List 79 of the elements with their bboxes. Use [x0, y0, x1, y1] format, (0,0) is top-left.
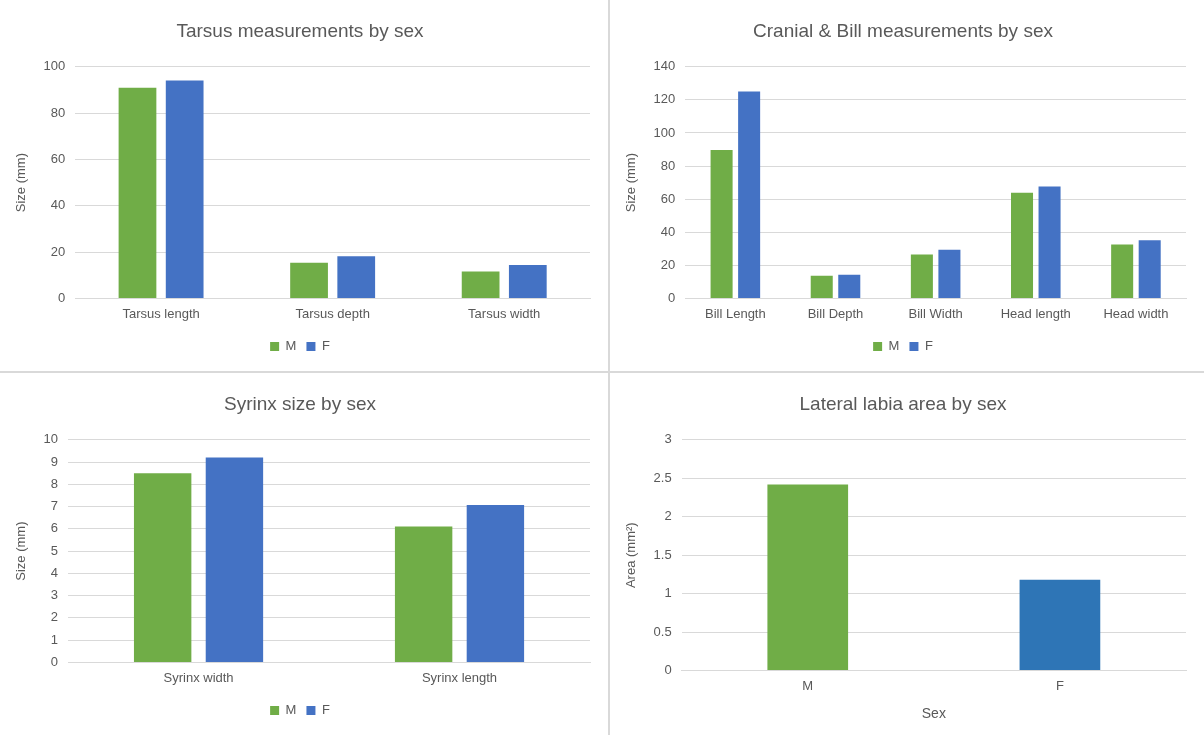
x-tick-label: Head width	[1103, 305, 1169, 321]
y-tick-label: 120	[653, 91, 676, 107]
legend-label: F	[924, 338, 933, 354]
y-axis-title: Size (mm)	[623, 152, 639, 213]
x-tick-label: Bill Length	[705, 305, 766, 321]
y-tick-label: 10	[43, 431, 59, 447]
x-tick-label: Bill Width	[908, 305, 963, 321]
y-tick-label: 9	[50, 453, 59, 469]
y-tick-label: 40	[50, 197, 66, 213]
y-tick-label: 0	[50, 653, 59, 669]
legend-label: M	[888, 338, 900, 354]
y-axis-title: Size (mm)	[13, 521, 29, 581]
x-tick-label: Tarsus width	[468, 305, 541, 321]
y-tick-label: 6	[50, 520, 59, 536]
bar	[710, 150, 733, 298]
y-tick-label: 0	[668, 289, 676, 305]
y-tick-label: 40	[660, 223, 676, 239]
y-tick-label: 2	[664, 508, 672, 524]
bar	[290, 262, 328, 298]
y-tick-label: 100	[653, 124, 676, 140]
y-tick-label: 8	[50, 475, 59, 491]
bar	[118, 87, 157, 298]
bar	[910, 254, 933, 298]
bar	[810, 275, 833, 298]
y-tick-label: 3	[664, 431, 672, 447]
x-tick-label: Syrinx width	[163, 669, 234, 685]
y-tick-label: 1	[50, 631, 59, 647]
x-tick-label: Syrinx length	[421, 669, 498, 685]
y-tick-label: 2.5	[653, 469, 672, 485]
chart-title: Syrinx size by sex	[223, 392, 377, 414]
y-tick-label: 0	[664, 662, 672, 678]
x-axis-title: Sex	[921, 705, 946, 722]
bar	[1038, 186, 1061, 298]
y-tick-label: 0.5	[653, 623, 672, 639]
y-tick-label: 0	[58, 289, 66, 305]
y-axis-title: Size (mm)	[13, 152, 29, 213]
y-tick-label: 60	[660, 190, 676, 206]
bar	[1011, 192, 1034, 298]
y-tick-label: 5	[50, 542, 59, 558]
chart-title: Tarsus measurements by sex	[176, 19, 425, 41]
y-tick-label: 1	[664, 585, 672, 601]
y-tick-label: 1.5	[653, 546, 672, 562]
x-tick-label: Bill Depth	[807, 305, 864, 321]
legend-label: F	[321, 702, 330, 718]
bar	[337, 256, 376, 298]
y-tick-label: 4	[50, 564, 59, 580]
y-axis-title: Area (mm²)	[623, 522, 639, 589]
chart-title: Lateral labia area by sex	[799, 392, 1008, 414]
y-tick-label: 80	[660, 157, 676, 173]
x-tick-label: F	[1055, 677, 1064, 693]
y-tick-label: 2	[50, 609, 59, 625]
legend-label: M	[285, 338, 297, 354]
legend-label: F	[321, 338, 330, 354]
bar	[938, 249, 961, 298]
x-tick-label: Head length	[1000, 305, 1071, 321]
y-tick-label: 60	[50, 151, 66, 167]
x-tick-label: Tarsus depth	[295, 305, 370, 321]
bar	[461, 271, 500, 298]
bar	[1138, 240, 1161, 298]
y-tick-label: 20	[50, 243, 66, 259]
chart-title: Cranial & Bill measurements by sex	[753, 19, 1054, 41]
bar	[165, 80, 204, 298]
y-tick-label: 20	[660, 256, 676, 272]
bar	[466, 505, 525, 662]
legend-label: M	[285, 702, 297, 718]
y-tick-label: 100	[43, 58, 66, 74]
bar	[508, 265, 547, 298]
y-tick-label: 140	[653, 58, 676, 74]
bar	[838, 274, 861, 298]
bar	[133, 473, 192, 662]
x-tick-label: Tarsus length	[122, 305, 200, 321]
bar	[1111, 244, 1134, 298]
y-tick-label: 3	[50, 587, 59, 603]
bar	[394, 526, 453, 662]
y-tick-label: 7	[50, 498, 59, 514]
bar	[205, 457, 264, 662]
bar	[738, 91, 761, 298]
y-tick-label: 80	[50, 104, 66, 120]
x-tick-label: M	[802, 677, 814, 693]
